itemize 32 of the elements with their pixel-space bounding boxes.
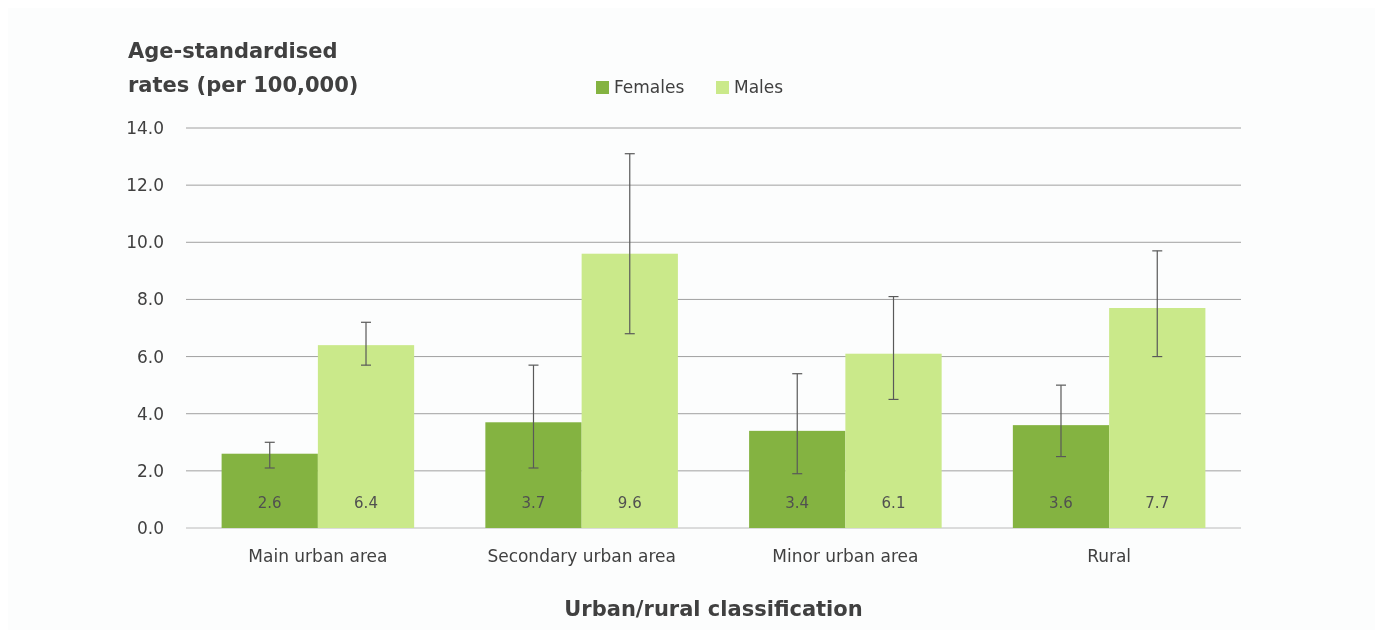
data-label: 6.4 [354,494,378,512]
x-tick-label: Main urban area [248,546,388,566]
data-label: 7.7 [1145,494,1170,512]
data-label: 3.6 [1049,494,1073,512]
y-tick-label: 2.0 [136,460,164,481]
bar [581,253,678,528]
legend-label: Females [614,76,685,97]
bar [221,453,318,528]
bar [1109,308,1206,528]
bar [485,422,582,528]
legend-label: Males [734,76,784,97]
y-axis-title: Age-standardised rates (per 100,000) [128,39,359,97]
y-tick-label: 6.0 [136,346,164,367]
data-label: 3.7 [521,494,546,512]
bar [317,345,415,528]
y-tick-label: 0.0 [136,517,164,538]
data-label: 3.4 [785,494,810,512]
y-tick-label: 12.0 [126,175,164,196]
bar [749,430,846,528]
y-tick-label: 4.0 [136,403,164,424]
bar [1012,425,1110,528]
y-tick-label: 14.0 [126,117,164,138]
x-axis-title: Urban/rural classification [564,597,863,621]
y-tick-label: 8.0 [136,289,164,310]
data-label: 9.6 [617,494,642,512]
x-tick-label: Rural [1087,546,1132,566]
data-label: 6.1 [881,494,906,512]
x-tick-label: Secondary urban area [487,546,676,566]
x-tick-label: Minor urban area [772,546,919,566]
y-tick-label: 10.0 [126,232,164,253]
data-label: 2.6 [257,494,282,512]
bar [845,353,942,528]
